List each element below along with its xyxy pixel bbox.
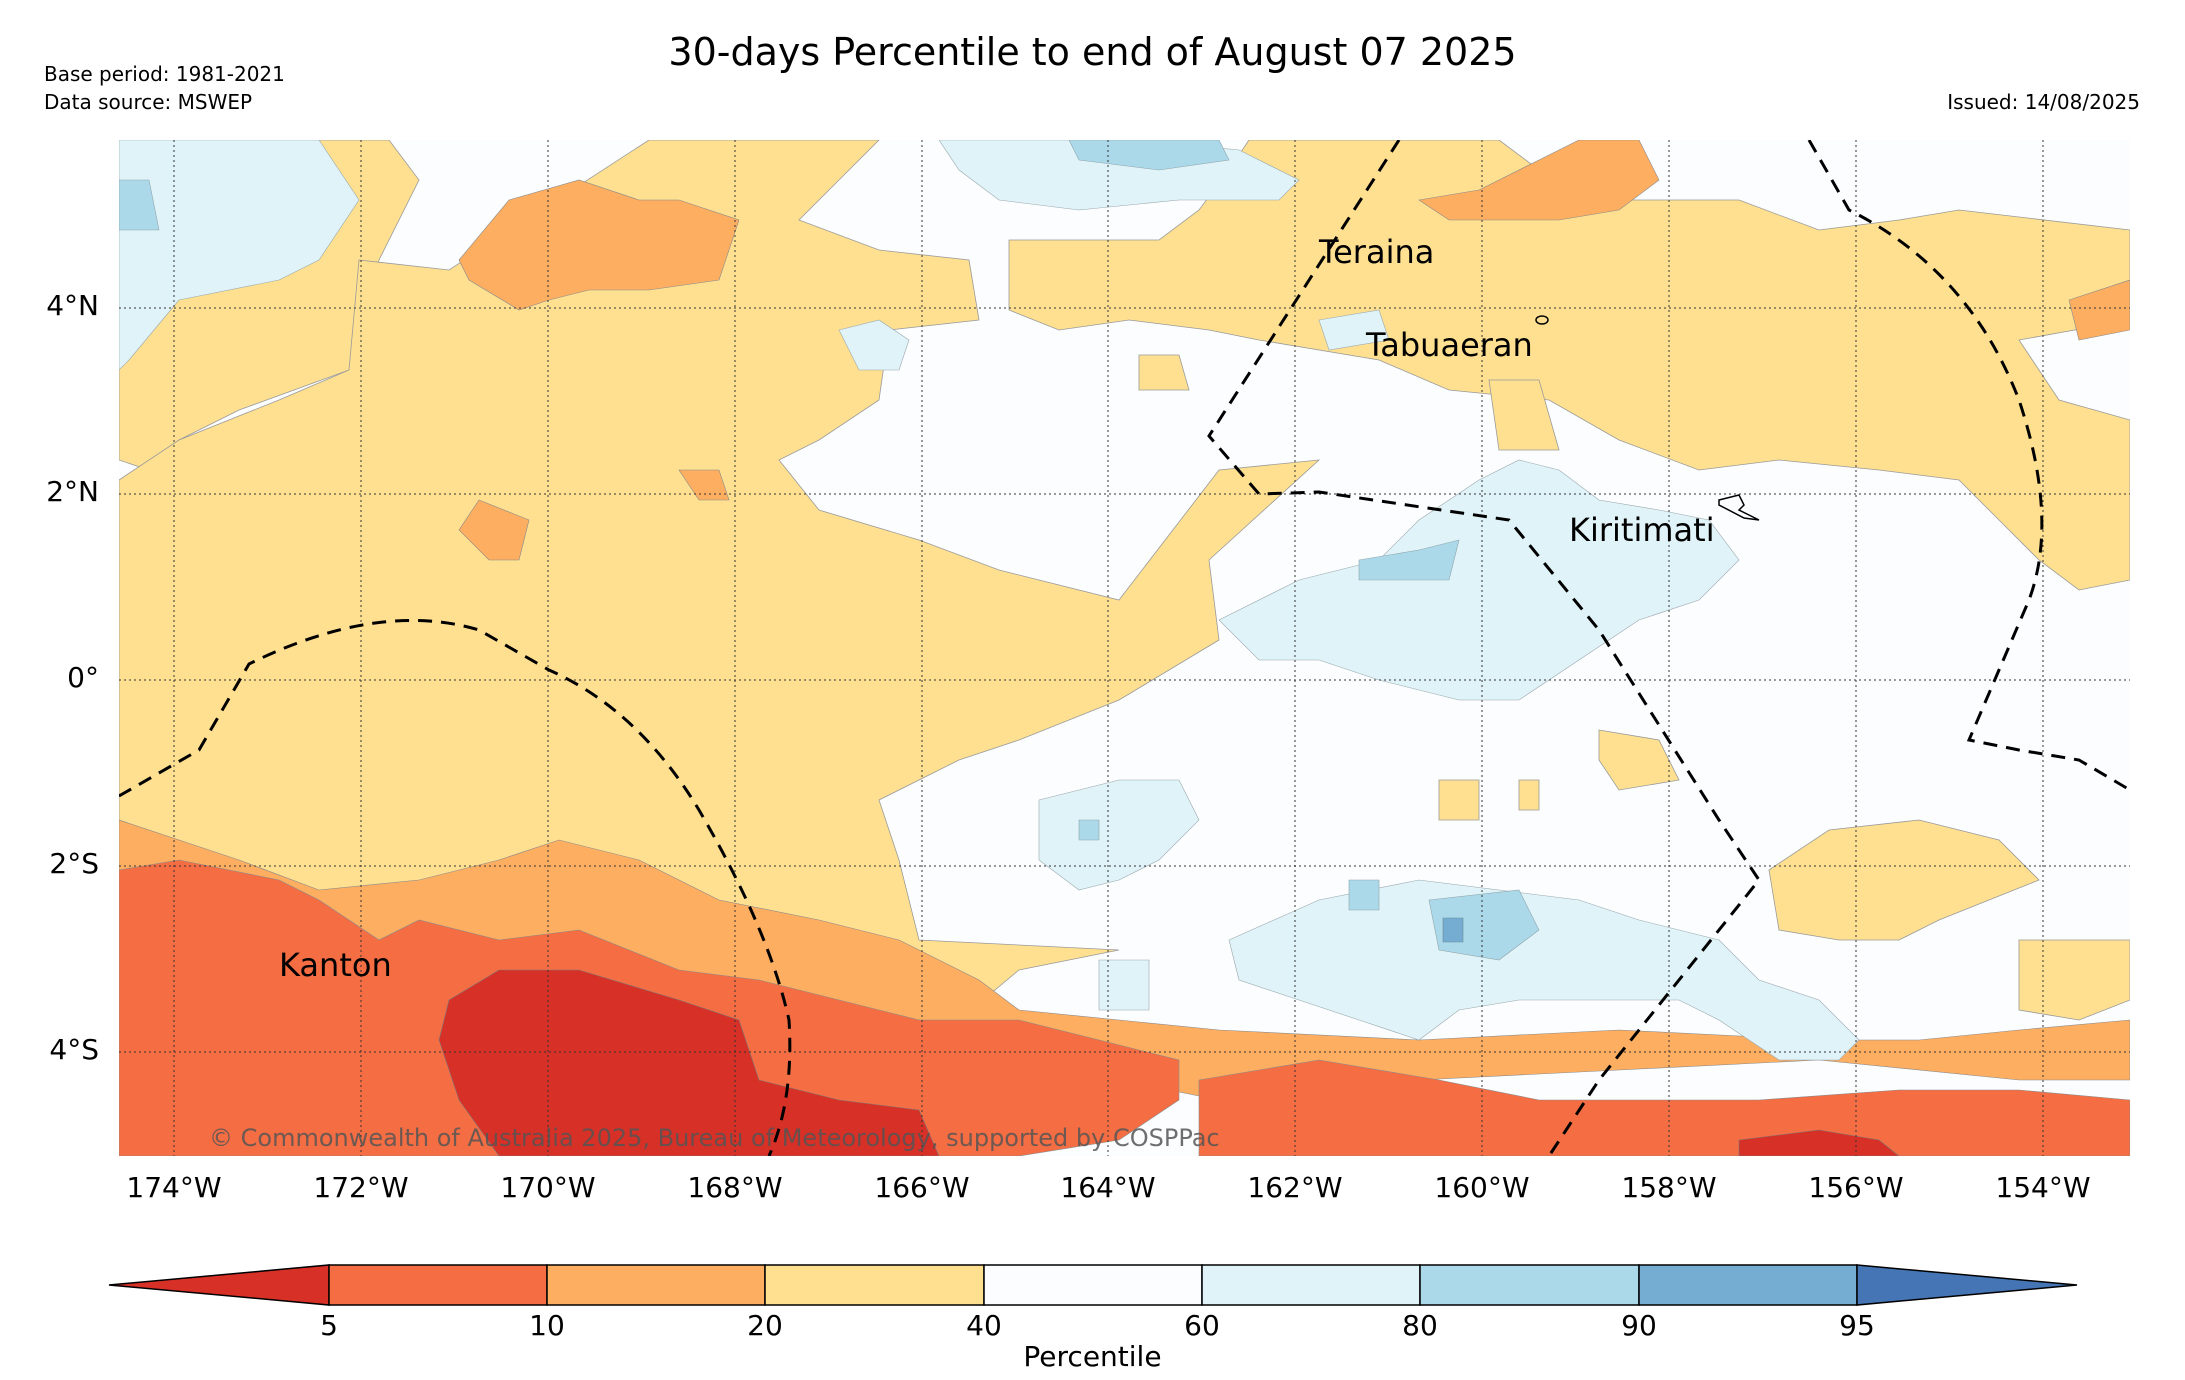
kiritimati-island-outline — [1718, 494, 1760, 521]
colorbar-tick-80: 80 — [1402, 1309, 1438, 1342]
place-label-teraina: Teraina — [1318, 233, 1434, 271]
lat-tick-4n: 4°N — [46, 289, 99, 322]
lat-tick-4s: 4°S — [49, 1033, 99, 1066]
colorbar-tick-5: 5 — [320, 1309, 338, 1342]
colorbar-segment-20-40 — [764, 1264, 985, 1306]
p90-95-regions — [1442, 917, 1464, 943]
p60-80-regions — [119, 140, 1860, 1061]
lat-tick-2n: 2°N — [46, 475, 99, 508]
colorbar-tick-90: 90 — [1621, 1309, 1657, 1342]
lon-tick-162w: 162°W — [1247, 1171, 1343, 1204]
lat-tick-2s: 2°S — [49, 847, 99, 880]
p80-90-regions — [119, 140, 1540, 961]
lon-tick-154w: 154°W — [1995, 1171, 2091, 1204]
colorbar-segment-80-90 — [1419, 1264, 1640, 1306]
map-title: 30-days Percentile to end of August 07 2… — [668, 30, 1517, 74]
lon-tick-166w: 166°W — [874, 1171, 970, 1204]
percentile-map: Teraina Tabuaeran Kiritimati Kanton © Co… — [119, 140, 2130, 1156]
lon-tick-168w: 168°W — [687, 1171, 783, 1204]
lon-tick-172w: 172°W — [313, 1171, 409, 1204]
data-source-text: Data source: MSWEP — [44, 90, 253, 114]
colorbar-tick-20: 20 — [747, 1309, 783, 1342]
issued-date-text: Issued: 14/08/2025 — [1947, 90, 2140, 114]
below-5-regions — [438, 969, 1900, 1156]
colorbar — [108, 1264, 2078, 1306]
lon-tick-156w: 156°W — [1808, 1171, 1904, 1204]
place-label-kiritimati: Kiritimati — [1569, 511, 1715, 549]
base-period-text: Base period: 1981-2021 — [44, 62, 285, 86]
colorbar-segment-5-10 — [328, 1264, 548, 1306]
place-label-kanton: Kanton — [279, 946, 392, 984]
graticule — [119, 140, 2130, 1156]
colorbar-tick-60: 60 — [1184, 1309, 1220, 1342]
colorbar-segment-60-80 — [1201, 1264, 1421, 1306]
lon-tick-174w: 174°W — [126, 1171, 222, 1204]
tabuaeran-island-outline — [1535, 315, 1549, 325]
eez-boundaries — [119, 140, 2130, 1156]
colorbar-tick-95: 95 — [1839, 1309, 1875, 1342]
lon-tick-164w: 164°W — [1060, 1171, 1156, 1204]
colorbar-segment-10-20 — [546, 1264, 766, 1306]
copyright-text: © Commonwealth of Australia 2025, Bureau… — [209, 1124, 1220, 1152]
lat-tick-0: 0° — [67, 661, 99, 694]
p10-20-regions — [119, 140, 2130, 1101]
colorbar-segment-40-60 — [983, 1264, 1203, 1306]
colorbar-title: Percentile — [1023, 1340, 1162, 1373]
colorbar-tick-40: 40 — [966, 1309, 1002, 1342]
colorbar-tick-10: 10 — [529, 1309, 565, 1342]
colorbar-segment-90-95 — [1638, 1264, 1858, 1306]
colorbar-segment-above-95 — [1856, 1264, 2078, 1306]
lon-tick-170w: 170°W — [500, 1171, 596, 1204]
place-label-tabuaeran: Tabuaeran — [1365, 326, 1533, 364]
lon-tick-160w: 160°W — [1434, 1171, 1530, 1204]
colorbar-segment-below-5 — [108, 1264, 330, 1306]
lon-tick-158w: 158°W — [1621, 1171, 1717, 1204]
